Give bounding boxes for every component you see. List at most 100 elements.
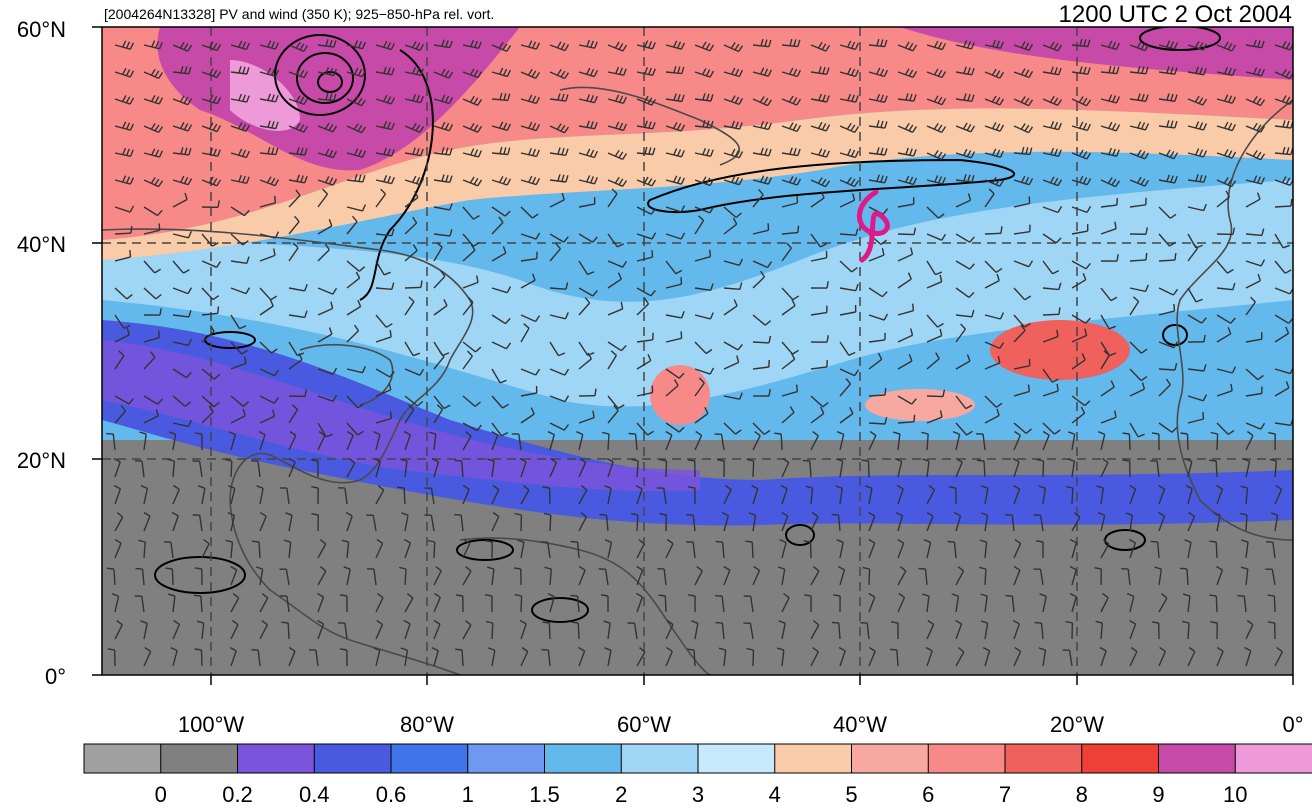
colorbar-swatch bbox=[238, 744, 315, 773]
wind-barb bbox=[1275, 206, 1291, 207]
wind-barb bbox=[665, 596, 666, 612]
wind-barb bbox=[288, 623, 289, 639]
wind-barb bbox=[1129, 434, 1130, 450]
wind-barb bbox=[1216, 596, 1217, 612]
wind-barb bbox=[550, 488, 551, 504]
colorbar-label: 0.2 bbox=[222, 782, 253, 804]
wind-barb bbox=[1159, 369, 1175, 370]
wind-barb-feather bbox=[165, 568, 172, 569]
wind-barb bbox=[666, 461, 667, 477]
wind-barb-feather bbox=[1059, 307, 1060, 314]
colorbar-label: 5 bbox=[845, 782, 857, 804]
wind-barb-feather bbox=[804, 541, 811, 542]
colorbar-label: 6 bbox=[922, 782, 934, 804]
wind-barb-feather bbox=[106, 434, 113, 435]
wind-barb-feather bbox=[455, 649, 462, 650]
lon-label-0: 0° bbox=[1282, 712, 1303, 737]
wind-barb bbox=[405, 287, 421, 288]
figure-title-left: [2004264N13328] PV and wind (350 K); 925… bbox=[104, 6, 494, 22]
lon-label-100w: 100°W bbox=[178, 712, 245, 737]
wind-barb-feather bbox=[1035, 623, 1042, 624]
wind-barb bbox=[984, 461, 985, 477]
wind-barb bbox=[1187, 569, 1188, 585]
colorbar-label: 1.5 bbox=[529, 782, 560, 804]
wind-barb bbox=[985, 569, 986, 585]
colorbar-label: 4 bbox=[769, 782, 781, 804]
latitude-labels: 60°N 40°N 20°N 0° bbox=[17, 17, 66, 689]
lon-label-80w: 80°W bbox=[400, 712, 454, 737]
wind-barb bbox=[985, 233, 1001, 234]
wind-barb-feather bbox=[797, 196, 798, 203]
wind-barb-feather bbox=[159, 331, 160, 338]
wind-barb bbox=[1043, 461, 1044, 477]
colorbar-swatch bbox=[852, 744, 929, 773]
wind-barb-feather bbox=[1175, 253, 1176, 260]
colorbar-swatch bbox=[621, 744, 698, 773]
wind-barb-feather bbox=[948, 542, 955, 543]
figure-title-right: 1200 UTC 2 Oct 2004 bbox=[1059, 1, 1292, 28]
wind-barb-feather bbox=[890, 649, 897, 650]
colorbar-swatch bbox=[1235, 744, 1312, 773]
lon-label-40w: 40°W bbox=[833, 712, 887, 737]
wind-barb-feather bbox=[687, 649, 694, 650]
wind-barb-feather bbox=[1181, 433, 1188, 434]
wind-barb bbox=[259, 542, 260, 558]
lat-label-20n: 20°N bbox=[17, 448, 66, 473]
wind-barb-feather bbox=[1209, 541, 1216, 542]
wind-barb-feather bbox=[681, 331, 682, 338]
wind-barb bbox=[608, 434, 609, 450]
wind-barb-feather bbox=[275, 196, 276, 203]
wind-barb-feather bbox=[977, 460, 984, 461]
colorbar-swatch bbox=[928, 744, 1005, 773]
wind-barb-feather bbox=[1146, 253, 1147, 260]
colorbar-label: 10 bbox=[1223, 782, 1247, 804]
wind-barb-feather bbox=[803, 460, 810, 461]
colorbar-swatch bbox=[84, 744, 161, 773]
wind-barb-feather bbox=[571, 542, 578, 543]
longitude-labels: 100°W 80°W 60°W 40°W 20°W 0° bbox=[178, 712, 1304, 737]
wind-barb bbox=[578, 623, 579, 639]
lon-label-20w: 20°W bbox=[1050, 712, 1104, 737]
colorbar-label: 1 bbox=[462, 782, 474, 804]
wind-barb-feather bbox=[797, 385, 798, 392]
wind-barb bbox=[694, 650, 695, 666]
colorbar-swatch bbox=[1159, 744, 1236, 773]
wind-barb-feather bbox=[136, 569, 143, 570]
wind-barb bbox=[492, 623, 493, 639]
wind-barb-feather bbox=[710, 250, 711, 257]
wind-barb-feather bbox=[107, 568, 114, 569]
wind-barb-feather bbox=[600, 515, 607, 516]
wind-barb-feather bbox=[1209, 460, 1216, 461]
wind-barb bbox=[549, 623, 550, 639]
wind-barb bbox=[1159, 260, 1175, 261]
pv-anomaly-south bbox=[865, 389, 975, 421]
wind-barb bbox=[231, 461, 232, 477]
wind-barb bbox=[115, 233, 131, 234]
colorbar-swatch bbox=[1005, 744, 1082, 773]
colorbar-label: 0.4 bbox=[299, 782, 330, 804]
wind-barb bbox=[1188, 434, 1189, 450]
wind-barb-feather bbox=[715, 623, 722, 624]
wind-barb-feather bbox=[571, 622, 578, 623]
wind-barb-feather bbox=[541, 650, 548, 651]
lat-label-60n: 60°N bbox=[17, 17, 66, 42]
colorbar-label: 7 bbox=[999, 782, 1011, 804]
pv-anomaly-east bbox=[990, 320, 1130, 380]
colorbar-label: 0 bbox=[155, 782, 167, 804]
wind-barb-feather bbox=[681, 277, 682, 284]
wind-barb-feather bbox=[1209, 595, 1216, 596]
wind-barb-feather bbox=[919, 569, 926, 570]
wind-barb-feather bbox=[391, 412, 392, 419]
wind-barb bbox=[869, 461, 870, 477]
colorbar-swatch bbox=[161, 744, 238, 773]
lon-label-60w: 60°W bbox=[617, 712, 671, 737]
wind-barb-feather bbox=[1001, 226, 1002, 233]
wind-barb-feather bbox=[421, 281, 422, 288]
wind-barb bbox=[1274, 596, 1275, 612]
wind-barb bbox=[927, 396, 943, 397]
map-panel bbox=[102, 26, 1294, 675]
wind-barb bbox=[753, 461, 754, 477]
